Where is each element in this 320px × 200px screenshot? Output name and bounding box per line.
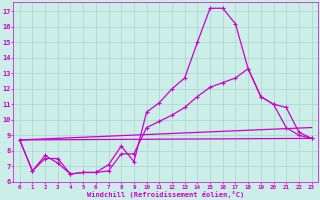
X-axis label: Windchill (Refroidissement éolien,°C): Windchill (Refroidissement éolien,°C): [87, 191, 244, 198]
